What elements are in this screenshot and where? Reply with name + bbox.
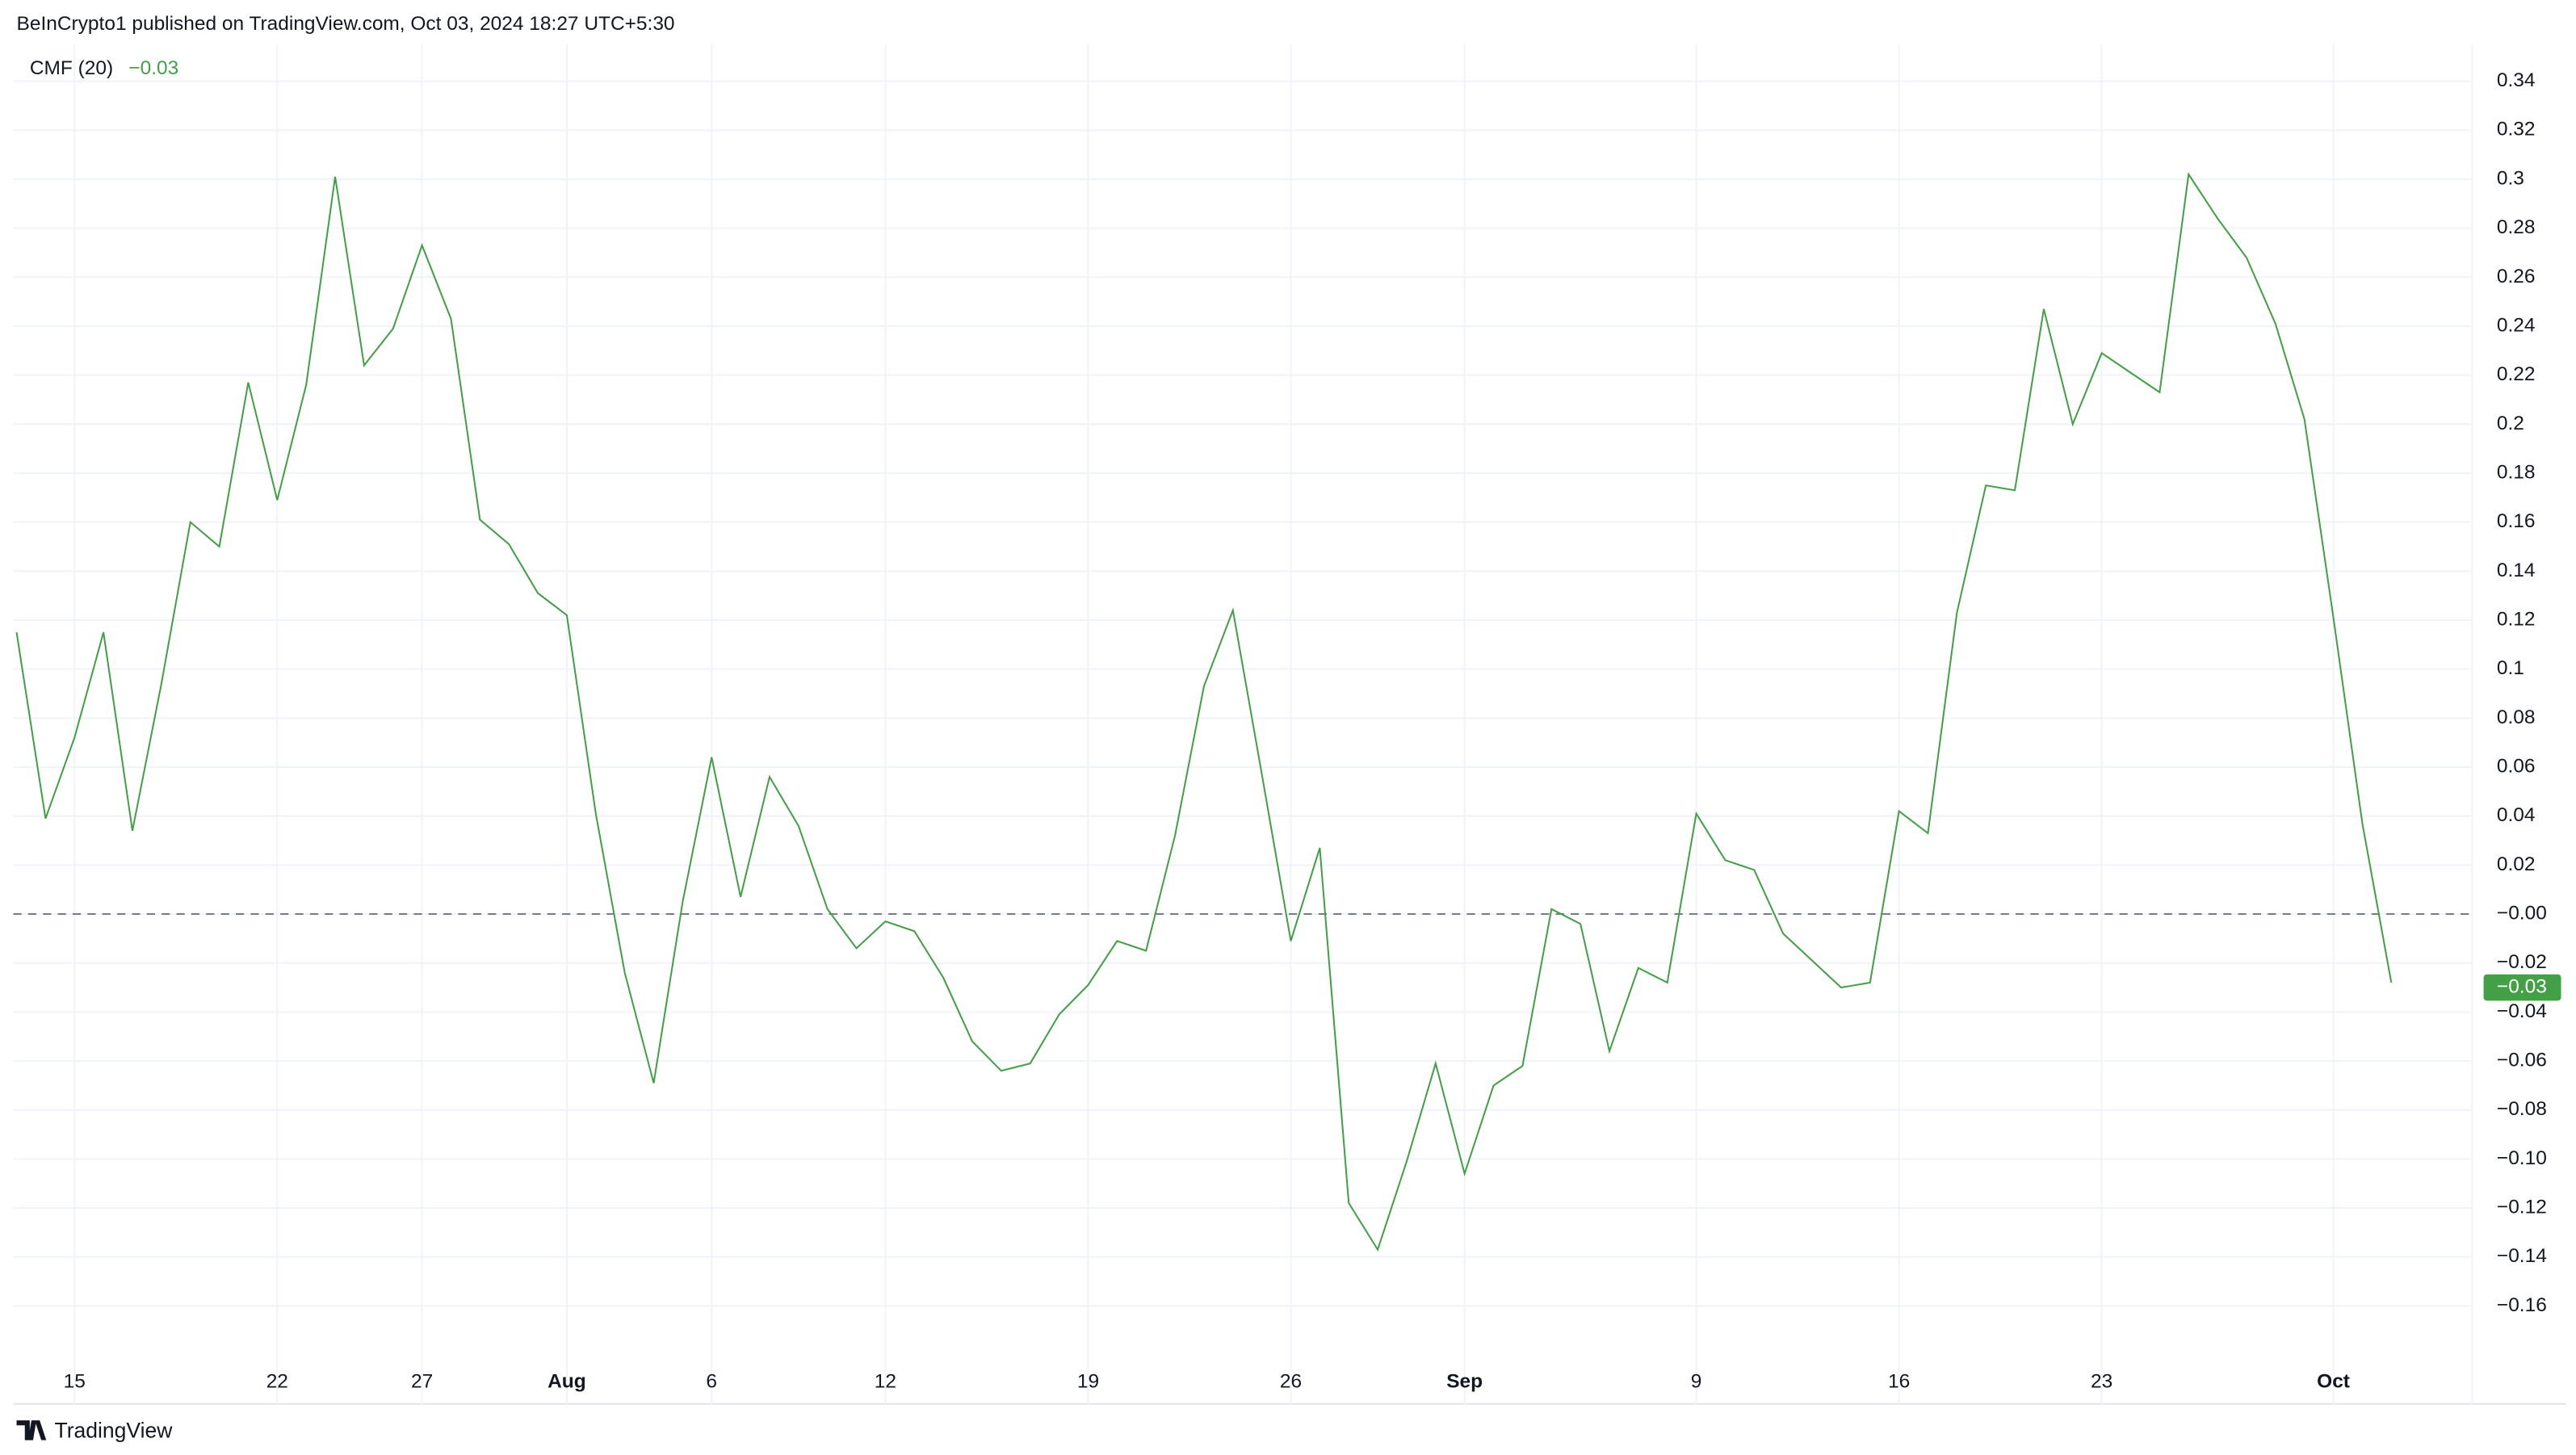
y-tick-label: 0.2 bbox=[2497, 413, 2524, 434]
y-tick-label: 0.18 bbox=[2497, 461, 2536, 483]
legend-name: CMF (20) bbox=[30, 57, 113, 79]
y-tick-label: 0.34 bbox=[2497, 69, 2536, 91]
value-tag-label: −0.03 bbox=[2497, 975, 2547, 997]
y-tick-label: 0.3 bbox=[2497, 167, 2524, 189]
x-tick-label: 27 bbox=[411, 1371, 433, 1393]
x-tick-label: 6 bbox=[706, 1371, 717, 1393]
y-tick-label: 0.14 bbox=[2497, 560, 2536, 581]
y-tick-label: 0.24 bbox=[2497, 314, 2536, 336]
value-tag bbox=[2483, 974, 2561, 1001]
x-tick-label: Oct bbox=[2317, 1371, 2350, 1393]
legend-value: −0.03 bbox=[128, 57, 178, 79]
y-tick-label: −0.02 bbox=[2497, 951, 2547, 973]
x-tick-label: 16 bbox=[1888, 1371, 1910, 1393]
y-tick-label: 0.02 bbox=[2497, 853, 2536, 875]
x-tick-label: Sep bbox=[1446, 1371, 1483, 1393]
x-tick-label: 15 bbox=[64, 1371, 86, 1393]
x-tick-label: 9 bbox=[1691, 1371, 1702, 1393]
y-tick-label: −0.04 bbox=[2497, 1000, 2547, 1022]
header-text: BeInCrypto1 published on TradingView.com… bbox=[17, 13, 675, 35]
y-tick-label: 0.1 bbox=[2497, 657, 2524, 679]
tradingview-logo: TradingView bbox=[16, 1418, 173, 1442]
y-tick-label: 0.32 bbox=[2497, 119, 2536, 140]
y-tick-label: 0.04 bbox=[2497, 804, 2536, 826]
y-tick-label: 0.26 bbox=[2497, 266, 2536, 287]
y-tick-label: −0.06 bbox=[2497, 1050, 2547, 1071]
y-tick-label: −0.16 bbox=[2497, 1294, 2547, 1316]
y-tick-label: −0.08 bbox=[2497, 1098, 2547, 1120]
y-tick-label: 0.08 bbox=[2497, 707, 2536, 728]
cmf-line bbox=[15, 172, 2393, 1252]
x-tick-label: 26 bbox=[1280, 1371, 1302, 1393]
y-tick-label: −0.12 bbox=[2497, 1197, 2547, 1218]
y-tick-label: 0.22 bbox=[2497, 363, 2536, 385]
x-tick-label: 12 bbox=[875, 1371, 896, 1393]
y-tick-label: −0.10 bbox=[2497, 1147, 2547, 1169]
x-tick-label: 19 bbox=[1077, 1371, 1099, 1393]
y-tick-label: −0.14 bbox=[2497, 1245, 2547, 1267]
x-tick-label: 23 bbox=[2091, 1371, 2112, 1393]
x-tick-label: 22 bbox=[266, 1371, 288, 1393]
footer-brand: TradingView bbox=[54, 1418, 173, 1442]
y-tick-label: −0.00 bbox=[2497, 902, 2547, 924]
y-tick-label: 0.06 bbox=[2497, 755, 2536, 777]
y-tick-label: 0.28 bbox=[2497, 216, 2536, 238]
x-tick-label: Aug bbox=[548, 1371, 586, 1393]
y-tick-label: 0.12 bbox=[2497, 608, 2536, 630]
y-tick-label: 0.16 bbox=[2497, 510, 2536, 532]
